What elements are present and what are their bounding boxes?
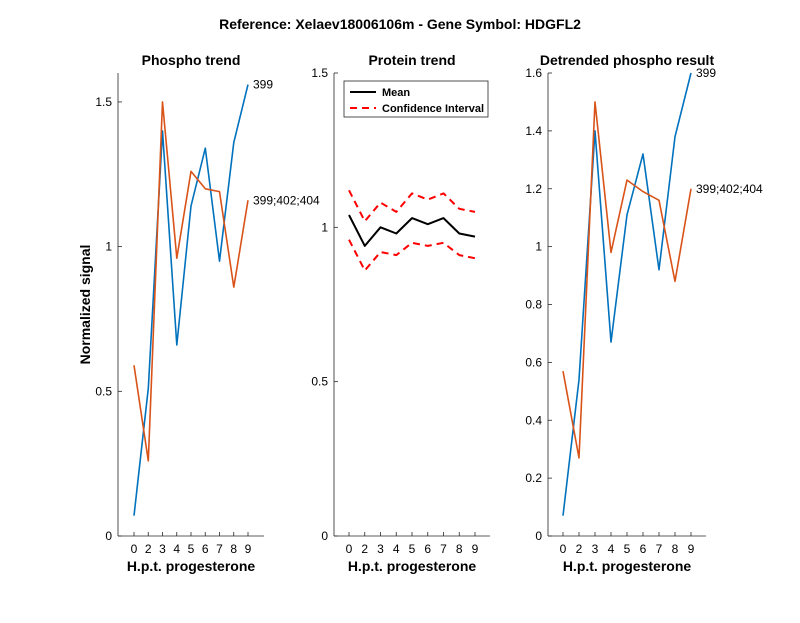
y-tick-label: 0.5	[95, 384, 112, 398]
y-tick-label: 1.5	[95, 95, 112, 109]
x-tick-label: 3	[159, 542, 166, 556]
series-line-2	[348, 189, 476, 223]
x-tick-label: 6	[640, 542, 647, 556]
y-tick-label: 0	[535, 529, 542, 543]
y-tick-label: 1	[321, 220, 328, 234]
series-line-1	[133, 84, 249, 516]
series-line-3	[348, 239, 476, 272]
y-tick-label: 0.6	[525, 355, 542, 369]
panel-title: Phospho trend	[142, 52, 241, 68]
x-tick-label: 5	[188, 542, 195, 556]
x-tick-label: 4	[173, 542, 180, 556]
figure-title: Reference: Xelaev18006106m - Gene Symbol…	[219, 16, 581, 32]
series-line-2	[133, 101, 249, 462]
series-end-label: 399	[696, 66, 716, 80]
series-end-label: 399	[253, 78, 273, 92]
x-tick-label: 9	[472, 542, 479, 556]
y-tick-label: 1.6	[525, 66, 542, 80]
y-tick-label: 0.8	[525, 298, 542, 312]
x-tick-label: 7	[656, 542, 663, 556]
x-tick-label: 5	[624, 542, 631, 556]
legend: Mean Confidence Interval	[343, 80, 489, 118]
series-line-1	[562, 72, 692, 516]
x-tick-label: 6	[202, 542, 209, 556]
x-tick-label: 2	[361, 542, 368, 556]
x-tick-label: 4	[393, 542, 400, 556]
x-tick-label: 2	[576, 542, 583, 556]
x-axis-label: H.p.t. progesterone	[348, 558, 477, 574]
legend-label-mean: Mean	[382, 87, 410, 99]
panel-3: 00.20.40.60.811.21.41.60 2 3 4 5 6 7 8 9Detrende…	[525, 52, 763, 574]
series-line-1	[348, 214, 476, 247]
y-tick-label: 1.2	[525, 182, 542, 196]
x-tick-label: 4	[608, 542, 615, 556]
y-tick-label: 0.4	[525, 413, 542, 427]
y-tick-label: 0	[321, 529, 328, 543]
y-tick-label: 0	[105, 529, 112, 543]
series-line-2	[562, 101, 692, 459]
panel-title: Protein trend	[368, 52, 455, 68]
x-tick-label: 8	[456, 542, 463, 556]
x-axis-label: H.p.t. progesterone	[127, 558, 256, 574]
x-tick-label: 7	[440, 542, 447, 556]
y-tick-label: 1.4	[525, 124, 542, 138]
series-end-label: 399;402;404	[696, 182, 763, 196]
x-tick-label: 0	[560, 542, 567, 556]
x-tick-label: 6	[424, 542, 431, 556]
y-tick-label: 1	[535, 240, 542, 254]
x-tick-label: 7	[216, 542, 223, 556]
x-tick-label: 9	[688, 542, 695, 556]
x-axis-label: H.p.t. progesterone	[563, 558, 692, 574]
y-tick-label: 1.5	[311, 66, 328, 80]
x-tick-label: 8	[230, 542, 237, 556]
x-tick-label: 0	[346, 542, 353, 556]
y-tick-label: 1	[105, 240, 112, 254]
series-end-label: 399;402;404	[253, 193, 320, 207]
x-tick-label: 2	[145, 542, 152, 556]
y-axis-label: Normalized signal	[77, 245, 93, 365]
x-tick-label: 8	[672, 542, 679, 556]
x-tick-label: 0	[131, 542, 138, 556]
y-tick-label: 0.2	[525, 471, 542, 485]
y-tick-label: 0.5	[311, 375, 328, 389]
x-tick-label: 3	[592, 542, 599, 556]
x-tick-label: 3	[377, 542, 384, 556]
legend-box	[343, 80, 489, 118]
legend-label-ci: Confidence Interval	[382, 103, 484, 115]
x-tick-label: 5	[409, 542, 416, 556]
x-tick-label: 9	[245, 542, 252, 556]
panel-title: Detrended phospho result	[540, 52, 715, 68]
